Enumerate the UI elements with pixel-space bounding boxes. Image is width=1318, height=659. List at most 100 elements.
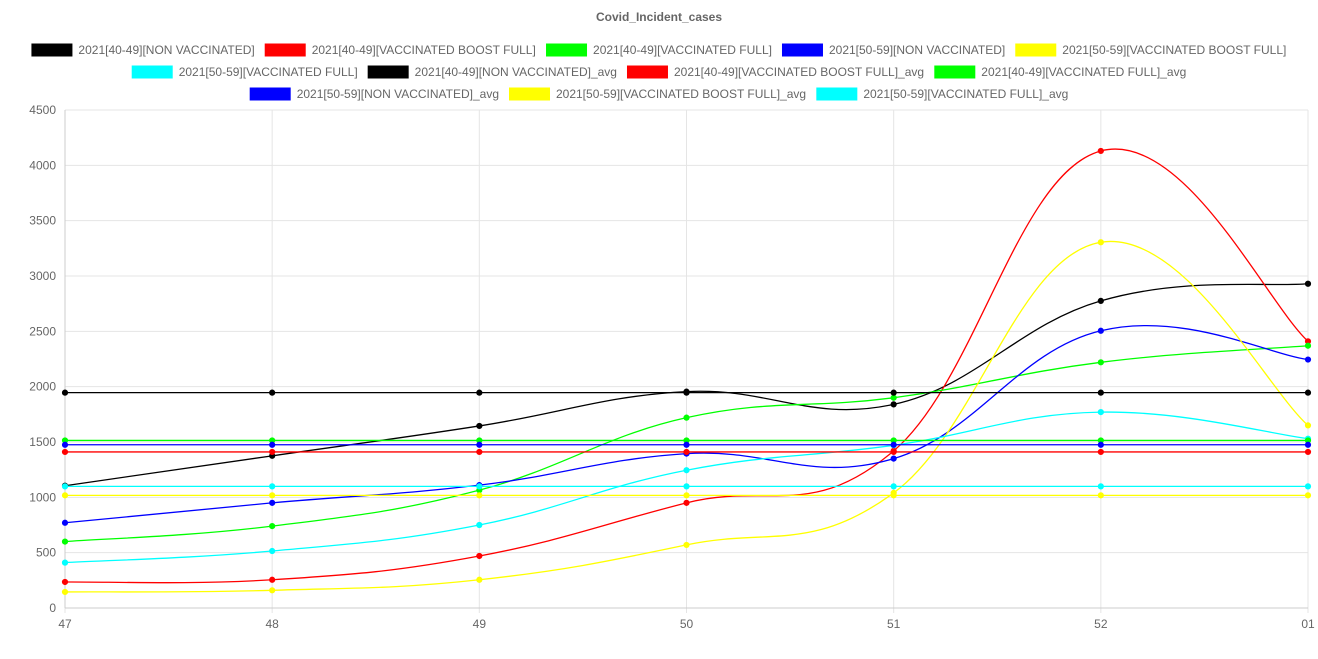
data-point[interactable]	[61, 578, 69, 586]
y-tick-label: 2500	[29, 324, 56, 338]
data-point[interactable]	[61, 483, 69, 490]
y-tick-label: 2000	[29, 380, 56, 394]
legend-item[interactable]: 2021[40-49][NON VACCINATED]	[31, 43, 255, 57]
legend-label: 2021[50-59][VACCINATED FULL]_avg	[863, 87, 1068, 101]
data-point[interactable]	[269, 441, 276, 448]
data-point[interactable]	[890, 394, 897, 401]
legend-label: 2021[40-49][VACCINATED FULL]_avg	[981, 65, 1186, 79]
grid	[64, 109, 1309, 613]
data-point[interactable]	[61, 559, 69, 566]
data-point[interactable]	[1097, 297, 1104, 304]
legend-item[interactable]: 2021[50-59][VACCINATED FULL]	[131, 65, 358, 79]
data-point[interactable]	[269, 576, 276, 583]
data-point[interactable]	[61, 492, 69, 499]
legend-label: 2021[40-49][VACCINATED FULL]	[593, 43, 772, 57]
legend-item[interactable]: 2021[40-49][VACCINATED FULL]	[546, 43, 772, 57]
data-point[interactable]	[476, 483, 483, 490]
data-point[interactable]	[1304, 492, 1312, 499]
data-point[interactable]	[1097, 239, 1104, 246]
legend-item[interactable]: 2021[40-49][VACCINATED BOOST FULL]	[264, 43, 536, 57]
data-point[interactable]	[1097, 327, 1104, 334]
series-2	[61, 342, 1312, 545]
data-point[interactable]	[61, 519, 69, 526]
legend-label: 2021[40-49][VACCINATED BOOST FULL]	[312, 43, 536, 57]
legend-label: 2021[50-59][VACCINATED BOOST FULL]_avg	[556, 87, 806, 101]
y-tick-label: 4000	[29, 158, 56, 172]
data-point[interactable]	[683, 483, 690, 490]
data-point[interactable]	[269, 492, 276, 499]
data-point[interactable]	[476, 422, 483, 430]
data-point[interactable]	[61, 448, 69, 456]
legend-item[interactable]: 2021[40-49][VACCINATED BOOST FULL]_avg	[626, 65, 924, 79]
data-point[interactable]	[476, 492, 483, 499]
legend-item[interactable]: 2021[40-49][NON VACCINATED]_avg	[367, 65, 617, 79]
legend-swatch	[264, 43, 306, 57]
data-point[interactable]	[269, 547, 276, 555]
legend-item[interactable]: 2021[40-49][VACCINATED FULL]_avg	[934, 65, 1186, 79]
legend-item[interactable]: 2021[50-59][VACCINATED BOOST FULL]	[1015, 43, 1286, 57]
data-point[interactable]	[476, 441, 483, 448]
legend-item[interactable]: 2021[50-59][VACCINATED BOOST FULL]_avg	[508, 87, 806, 101]
data-point[interactable]	[1097, 409, 1104, 416]
data-point[interactable]	[1097, 441, 1104, 448]
data-point[interactable]	[269, 523, 276, 530]
data-point[interactable]	[683, 448, 690, 456]
data-point[interactable]	[476, 576, 483, 583]
data-point[interactable]	[61, 441, 69, 448]
data-point[interactable]	[269, 448, 276, 456]
data-point[interactable]	[890, 401, 897, 408]
data-point[interactable]	[476, 521, 483, 529]
legend-item[interactable]: 2021[50-59][NON VACCINATED]_avg	[249, 87, 499, 101]
data-point[interactable]	[683, 541, 690, 549]
data-point[interactable]	[1097, 483, 1104, 490]
data-point[interactable]	[683, 492, 690, 499]
data-point[interactable]	[269, 587, 276, 594]
series-10	[61, 492, 1312, 499]
data-point[interactable]	[683, 467, 690, 474]
data-point[interactable]	[476, 389, 483, 396]
data-point[interactable]	[1304, 342, 1312, 349]
data-point[interactable]	[1304, 422, 1312, 429]
data-point[interactable]	[269, 499, 276, 506]
data-point[interactable]	[1097, 359, 1104, 366]
data-point[interactable]	[476, 448, 483, 456]
data-point[interactable]	[1304, 441, 1312, 448]
data-point[interactable]	[683, 389, 690, 396]
y-tick-label: 1500	[29, 435, 56, 449]
data-point[interactable]	[269, 389, 276, 396]
data-point[interactable]	[1304, 280, 1312, 287]
data-point[interactable]	[890, 389, 897, 396]
data-point[interactable]	[890, 483, 897, 490]
data-point[interactable]	[890, 448, 897, 456]
data-point[interactable]	[683, 414, 690, 421]
data-point[interactable]	[890, 492, 897, 499]
data-point[interactable]	[61, 538, 69, 545]
data-point[interactable]	[1097, 448, 1104, 456]
y-tick-label: 0	[49, 601, 56, 615]
x-tick-label: 01	[1301, 617, 1315, 631]
data-point[interactable]	[683, 499, 690, 506]
legend-label: 2021[50-59][NON VACCINATED]	[829, 43, 1005, 57]
legend-item[interactable]: 2021[50-59][NON VACCINATED]	[781, 43, 1005, 57]
data-point[interactable]	[1097, 389, 1104, 396]
data-point[interactable]	[1097, 492, 1104, 499]
data-point[interactable]	[1304, 356, 1312, 363]
data-point[interactable]	[1304, 389, 1312, 396]
data-point[interactable]	[1304, 483, 1312, 490]
series-11	[61, 483, 1312, 490]
legend-swatch	[367, 65, 409, 79]
data-point[interactable]	[1097, 147, 1104, 155]
data-point[interactable]	[890, 441, 897, 448]
legend-item[interactable]: 2021[50-59][VACCINATED FULL]_avg	[816, 87, 1068, 101]
data-point[interactable]	[269, 483, 276, 490]
data-point[interactable]	[890, 455, 897, 462]
x-tick-label: 51	[887, 617, 901, 631]
legend-swatch	[131, 65, 173, 79]
data-point[interactable]	[683, 441, 690, 448]
data-point[interactable]	[1304, 448, 1312, 456]
series-9	[61, 441, 1312, 448]
data-point[interactable]	[61, 389, 69, 396]
data-point[interactable]	[61, 588, 69, 596]
data-point[interactable]	[476, 552, 483, 560]
